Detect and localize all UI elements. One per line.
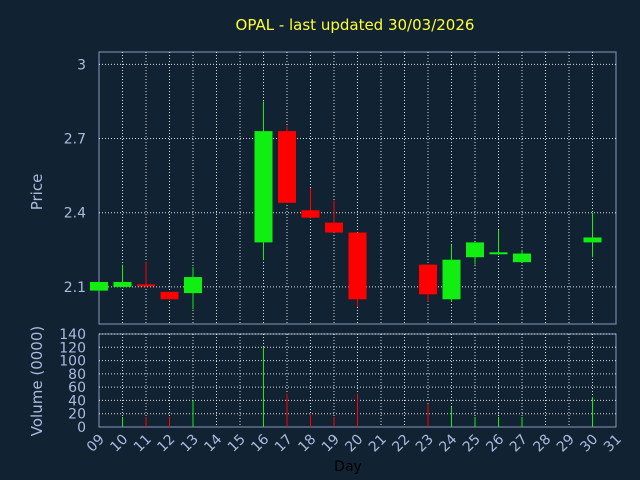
- day-tick-label: 28: [530, 432, 554, 456]
- chart-title: OPAL - last updated 30/03/2026: [236, 16, 475, 34]
- volume-tick-label: 80: [68, 367, 86, 383]
- candle-body: [325, 222, 343, 233]
- day-tick-label: 30: [577, 432, 601, 456]
- candle-body: [184, 277, 202, 294]
- price-tick-label: 3: [77, 57, 86, 73]
- candle-body: [160, 291, 179, 300]
- candle-body: [489, 252, 508, 255]
- volume-tick-label: 120: [59, 340, 86, 356]
- candle-body: [513, 253, 531, 263]
- volume-tick-label: 60: [68, 380, 86, 396]
- candle-body: [137, 284, 155, 287]
- candle-body: [419, 264, 437, 295]
- x-axis-label: Day: [334, 459, 362, 475]
- candle-body: [442, 259, 461, 300]
- day-tick-label: 26: [483, 431, 507, 455]
- day-tick-label: 18: [295, 432, 319, 456]
- candle-body: [278, 131, 296, 203]
- volume-axis-label: Volume (0000): [28, 326, 46, 436]
- candle-body: [466, 242, 484, 258]
- day-tick-label: 10: [107, 432, 131, 456]
- volume-tick-label: 140: [59, 327, 86, 343]
- day-tick-label: 21: [366, 432, 390, 456]
- day-tick-label: 19: [319, 432, 343, 456]
- day-tick-label: 22: [389, 432, 413, 456]
- candle-body: [254, 131, 273, 243]
- candle-body: [583, 237, 602, 243]
- price-axis-label: Price: [28, 174, 46, 211]
- day-tick-label: 20: [342, 432, 366, 456]
- volume-tick-label: 100: [59, 354, 86, 370]
- day-tick-label: 24: [436, 431, 460, 455]
- day-tick-label: 14: [201, 431, 225, 455]
- day-tick-label: 25: [460, 432, 484, 456]
- day-tick-label: 17: [272, 432, 296, 456]
- price-tick-label: 2.7: [64, 132, 86, 148]
- candle-body: [113, 281, 132, 287]
- candle-body: [348, 232, 367, 300]
- day-tick-label: 29: [554, 432, 578, 456]
- day-tick-label: 09: [84, 432, 108, 456]
- candle-body: [301, 210, 320, 218]
- volume-tick-label: 40: [68, 393, 86, 409]
- day-tick-label: 31: [601, 432, 625, 456]
- day-tick-label: 23: [413, 432, 437, 456]
- price-tick-label: 2.4: [64, 206, 86, 222]
- day-tick-label: 27: [507, 432, 531, 456]
- day-tick-label: 13: [178, 432, 202, 456]
- day-tick-label: 12: [154, 432, 178, 456]
- candle-body: [90, 281, 108, 291]
- volume-tick-label: 20: [68, 407, 86, 423]
- day-tick-label: 11: [131, 432, 155, 456]
- price-tick-label: 2.1: [64, 280, 86, 296]
- price-panel: 3 2.7 2.4 2.1: [64, 51, 617, 325]
- volume-tick-label: 0: [77, 420, 86, 436]
- day-tick-label: 16: [248, 431, 272, 455]
- day-tick-label: 15: [225, 432, 249, 456]
